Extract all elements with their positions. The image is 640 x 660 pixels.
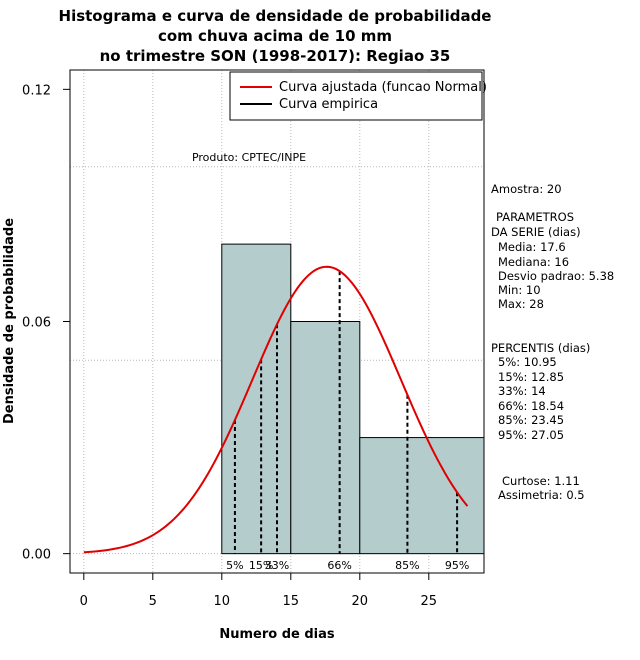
stat-assimetria: Assimetria: 0.5 <box>498 488 585 502</box>
stat-p15: 15%: 12.85 <box>498 370 564 384</box>
normal-curve <box>83 265 469 554</box>
params-header-1: PARAMETROS <box>496 210 574 224</box>
percentile-label: 33% <box>265 559 289 572</box>
legend-label-empirical: Curva empirica <box>279 97 378 112</box>
x-tick-label: 0 <box>80 594 88 609</box>
x-tick-label: 20 <box>352 594 369 609</box>
stat-curtose: Curtose: 1.11 <box>502 474 580 488</box>
percentile-label: 95% <box>445 559 469 572</box>
x-tick-label: 10 <box>214 594 231 609</box>
histogram-bar <box>290 321 361 555</box>
y-tick-label: 0.00 <box>22 548 51 563</box>
y-tick-label: 0.06 <box>22 316 51 331</box>
stat-p33: 33%: 14 <box>498 384 546 398</box>
x-axis-title: Numero de dias <box>219 627 335 642</box>
params-header-2: DA SERIE (dias) <box>491 225 581 239</box>
percentile-label: 66% <box>327 559 351 572</box>
normal-curve-layer <box>83 265 469 554</box>
y-axis-title: Densidade de probabilidade <box>2 218 17 424</box>
percentile-label: 15% <box>249 559 273 572</box>
legend-label-fitted: Curva ajustada (funcao Normal) <box>279 80 487 95</box>
histogram-bars <box>221 243 485 555</box>
stat-p85: 85%: 23.45 <box>498 413 564 427</box>
y-tick-label: 0.12 <box>22 83 51 98</box>
x-tick-label: 25 <box>421 594 438 609</box>
histogram-bar <box>359 437 485 555</box>
stat-desvio: Desvio padrao: 5.38 <box>498 269 614 283</box>
percentile-label: 85% <box>395 559 419 572</box>
credit-label: Produto: CPTEC/INPE <box>192 151 306 164</box>
chart-title-line-1: Histograma e curva de densidade de proba… <box>59 7 492 25</box>
legend: Curva ajustada (funcao Normal) Curva emp… <box>229 71 487 121</box>
axes: 0 5 10 15 20 25 0.00 0.06 0.12 <box>22 83 437 609</box>
x-tick-label: 5 <box>149 594 157 609</box>
stat-max: Max: 28 <box>498 297 544 311</box>
stat-min: Min: 10 <box>498 283 541 297</box>
chart-title-line-2: com chuva acima de 10 mm <box>158 27 392 45</box>
statistics-panel: Amostra: 20 PARAMETROS DA SERIE (dias) M… <box>491 182 614 502</box>
histogram-bar <box>221 243 292 555</box>
stat-p66: 66%: 18.54 <box>498 399 564 413</box>
stat-p95: 95%: 27.05 <box>498 428 564 442</box>
percentile-lines: 5% 15%33% 66% 85% 95% <box>226 271 469 572</box>
stat-mediana: Mediana: 16 <box>498 255 569 269</box>
legend-box <box>229 71 483 121</box>
stat-p5: 5%: 10.95 <box>498 355 557 369</box>
percentis-header: PERCENTIS (dias) <box>491 341 590 355</box>
x-tick-label: 15 <box>283 594 300 609</box>
sample-size: Amostra: 20 <box>491 182 562 196</box>
stat-media: Media: 17.6 <box>498 240 566 254</box>
chart-title-line-3: no trimestre SON (1998-2017): Regiao 35 <box>100 47 451 65</box>
percentile-label: 5% <box>226 559 243 572</box>
